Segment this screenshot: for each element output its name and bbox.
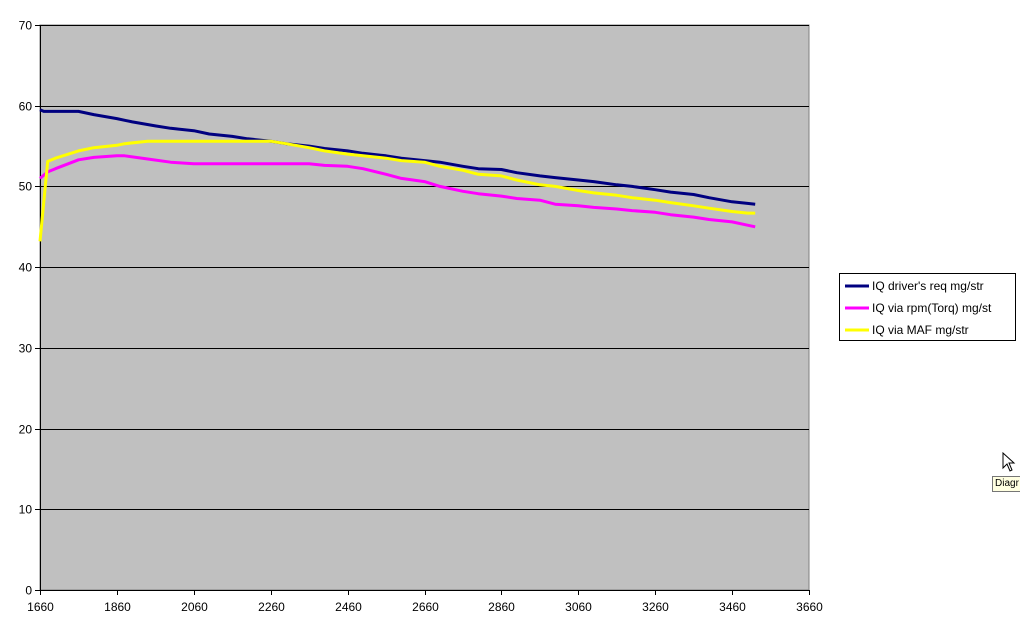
y-axis-tick-labels: 0 10 20 30 40 50 60 70 bbox=[19, 19, 33, 598]
series-line-1[interactable] bbox=[39, 108, 756, 206]
chart-tooltip: Diagr bbox=[992, 476, 1020, 492]
legend-label-1: IQ driver's req mg/str bbox=[872, 279, 984, 293]
axes bbox=[35, 25, 810, 595]
x-tick-label-1: 1860 bbox=[104, 600, 131, 614]
gridlines bbox=[40, 25, 809, 510]
legend-label-3: IQ via MAF mg/str bbox=[872, 323, 969, 337]
y-tick-label-3: 30 bbox=[19, 342, 33, 356]
plot-area[interactable] bbox=[39, 24, 810, 591]
y-tick-label-0: 0 bbox=[25, 584, 32, 598]
x-axis-tick-labels: 1660 1860 2060 2260 2460 2660 2860 3060 3260 3460… bbox=[27, 600, 823, 614]
series-line-2[interactable] bbox=[39, 154, 756, 229]
mouse-pointer-icon bbox=[1002, 452, 1016, 472]
y-tick-label-7: 70 bbox=[19, 19, 33, 33]
x-tick-label-6: 2860 bbox=[488, 600, 515, 614]
y-tick-label-2: 20 bbox=[19, 423, 33, 437]
x-tick-label-10: 3660 bbox=[796, 600, 823, 614]
x-tick-label-8: 3260 bbox=[642, 600, 669, 614]
y-tick-label-6: 60 bbox=[19, 100, 33, 114]
x-tick-label-2: 2060 bbox=[181, 600, 208, 614]
legend-label-2: IQ via rpm(Torq) mg/st bbox=[872, 301, 992, 315]
x-tick-label-9: 3460 bbox=[719, 600, 746, 614]
series-line-3[interactable] bbox=[38, 139, 756, 242]
x-tick-label-5: 2660 bbox=[412, 600, 439, 614]
x-tick-label-7: 3060 bbox=[565, 600, 592, 614]
series-lines bbox=[38, 108, 756, 242]
x-tick-label-3: 2260 bbox=[258, 600, 285, 614]
x-tick-label-4: 2460 bbox=[335, 600, 362, 614]
x-tick-label-0: 1660 bbox=[27, 600, 54, 614]
y-tick-label-4: 40 bbox=[19, 261, 33, 275]
y-tick-label-1: 10 bbox=[19, 503, 33, 517]
legend[interactable]: IQ driver's req mg/str IQ via rpm(Torq) m… bbox=[839, 273, 1016, 341]
y-tick-label-5: 50 bbox=[19, 180, 33, 194]
